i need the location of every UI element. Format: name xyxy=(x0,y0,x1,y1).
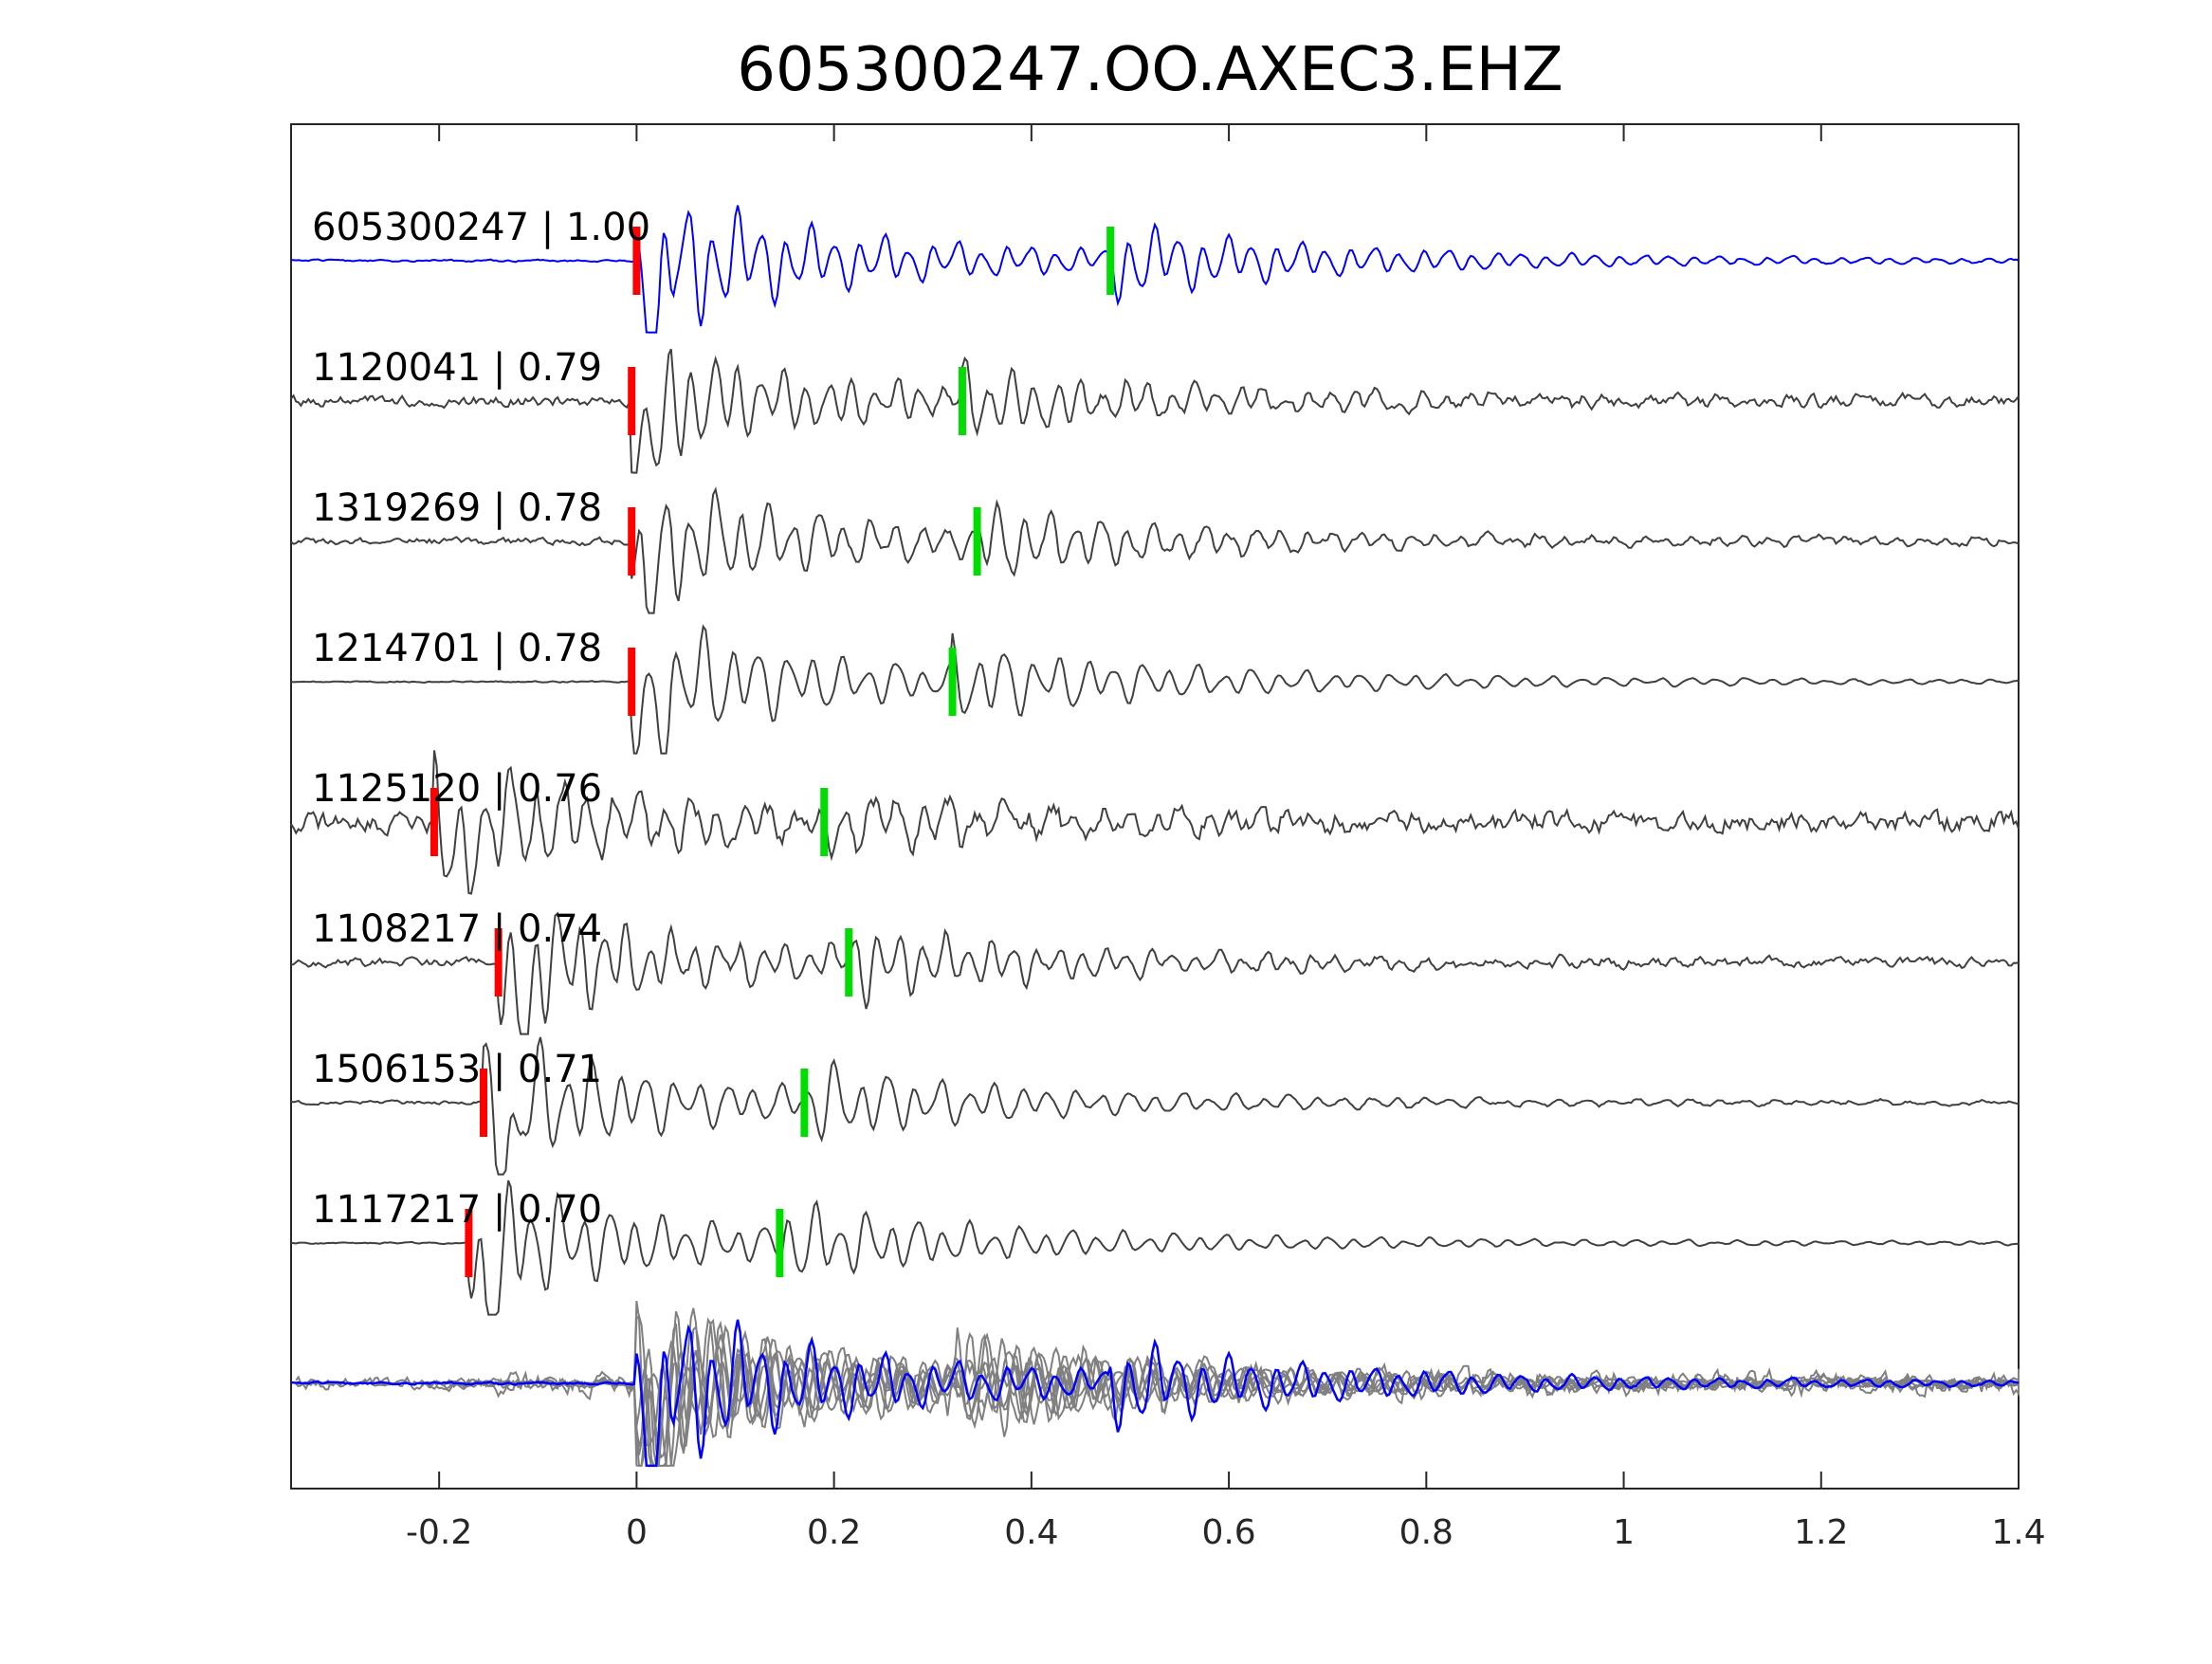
trace-label: 1214701 | 0.78 xyxy=(312,627,602,670)
trace-1117217 xyxy=(290,1179,2020,1316)
trace-1120041 xyxy=(290,348,2020,474)
trace-1214701 xyxy=(290,624,2020,755)
chart-title: 605300247.OO.AXEC3.EHZ xyxy=(737,35,1563,105)
trace-label: 1120041 | 0.79 xyxy=(312,346,602,390)
overlay-neighbor-trace xyxy=(492,1300,2020,1468)
x-tick-label: 0.8 xyxy=(1399,1513,1453,1552)
trace-stack: 605300247 | 1.00 1120041 | 0.79 1319269 | … xyxy=(290,205,2020,1316)
trace-label: 605300247 | 1.00 xyxy=(312,206,650,249)
trace-1319269 xyxy=(290,486,2020,614)
trace-label: 1319269 | 0.78 xyxy=(312,486,602,530)
x-tick-label: 1.2 xyxy=(1794,1513,1848,1552)
x-axis: -0.2 0 0.2 0.4 0.6 0.8 1 1.2 1.4 xyxy=(406,124,2046,1552)
overlay-template-trace xyxy=(291,1319,2020,1468)
x-tick-label: 1 xyxy=(1613,1513,1635,1552)
x-tick-label: -0.2 xyxy=(406,1513,472,1552)
overlay-neighbor-trace xyxy=(458,1310,2020,1467)
x-tick-label: 0 xyxy=(626,1513,648,1552)
trace-605300247 xyxy=(291,205,2020,334)
plot-area-frame xyxy=(290,123,2020,1490)
trace-label: 1125120 | 0.76 xyxy=(312,767,602,811)
aligned-overlay xyxy=(291,1300,2020,1468)
trace-1506153 xyxy=(290,1036,2020,1176)
x-tick-label: 0.4 xyxy=(1004,1513,1058,1552)
x-tick-label: 0.6 xyxy=(1201,1513,1255,1552)
trace-label: 1108217 | 0.74 xyxy=(312,907,602,951)
trace-label: 1117217 | 0.70 xyxy=(312,1188,602,1232)
x-tick-label: 1.4 xyxy=(1991,1513,2045,1552)
trace-1125120 xyxy=(290,750,2020,895)
trace-1108217 xyxy=(290,911,2020,1035)
x-tick-label: 0.2 xyxy=(807,1513,861,1552)
trace-label: 1506153 | 0.71 xyxy=(312,1048,602,1091)
